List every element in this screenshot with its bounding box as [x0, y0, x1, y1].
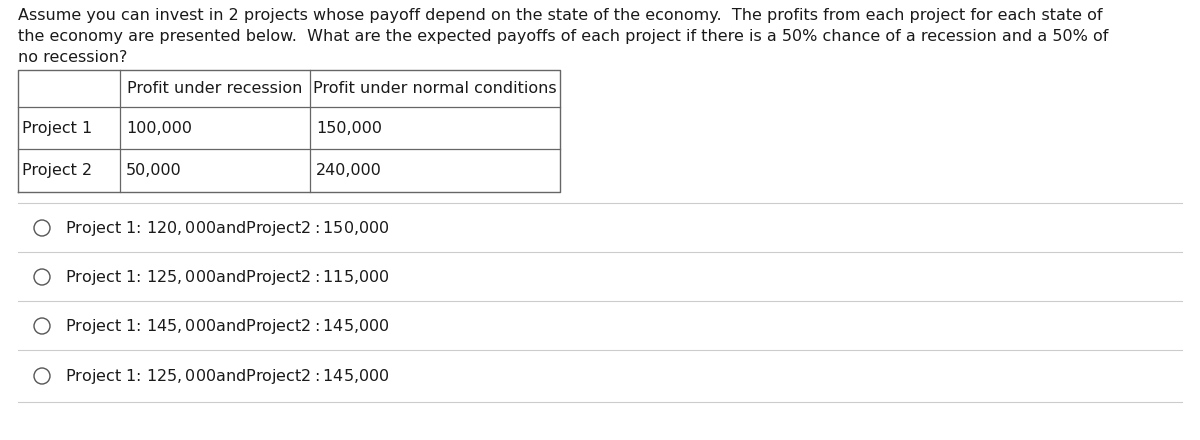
Text: Project 1: Project 1: [22, 121, 92, 136]
Text: Project 1: $145,000 and Project 2: $145,000: Project 1: $145,000 and Project 2: $145,…: [65, 316, 390, 335]
Text: 150,000: 150,000: [316, 121, 382, 136]
Text: Project 1: $120,000 and Project 2: $150,000: Project 1: $120,000 and Project 2: $150,…: [65, 219, 390, 238]
Text: no recession?: no recession?: [18, 50, 127, 65]
Text: the economy are presented below.  What are the expected payoffs of each project : the economy are presented below. What ar…: [18, 29, 1109, 44]
Text: Assume you can invest in 2 projects whose payoff depend on the state of the econ: Assume you can invest in 2 projects whos…: [18, 8, 1103, 23]
Text: Profit under recession: Profit under recession: [127, 81, 302, 96]
Text: 240,000: 240,000: [316, 163, 382, 178]
Text: 100,000: 100,000: [126, 121, 192, 136]
Text: 50,000: 50,000: [126, 163, 181, 178]
Text: Project 1: $125,000 and Project 2: $145,000: Project 1: $125,000 and Project 2: $145,…: [65, 367, 390, 385]
Text: Profit under normal conditions: Profit under normal conditions: [313, 81, 557, 96]
Text: Project 2: Project 2: [22, 163, 92, 178]
Text: Project 1: $125,000 and Project 2: $115,000: Project 1: $125,000 and Project 2: $115,…: [65, 268, 390, 286]
